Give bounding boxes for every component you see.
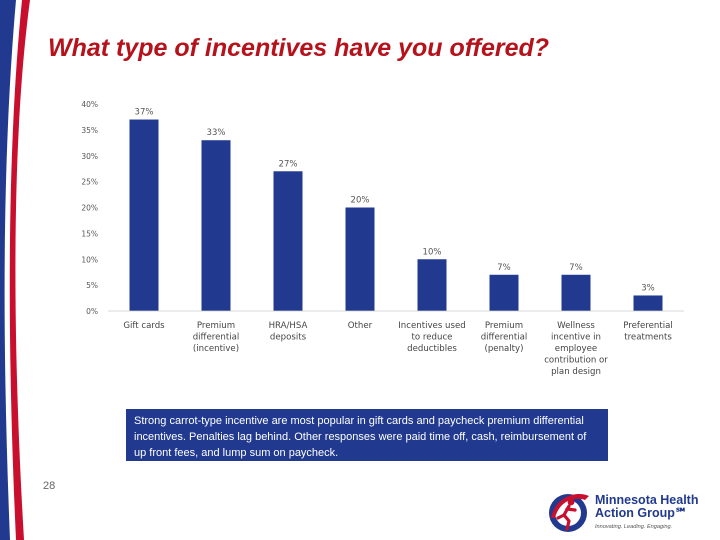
bar — [129, 119, 159, 312]
logo-tagline: Innovating. Leading. Engaging. — [595, 524, 673, 530]
swoosh-blue-band — [0, 0, 16, 540]
y-tick-label: 35% — [81, 126, 98, 135]
logo-name: Minnesota Health Action Group℠ — [595, 493, 699, 520]
data-label: 10% — [423, 247, 442, 257]
data-labels: 37% 33% 27% 20% 10% 7% 7% 3% — [135, 108, 655, 294]
y-tick-label: 0% — [86, 307, 98, 316]
y-tick-label: 15% — [81, 229, 98, 238]
x-tick-label-line: deductibles — [407, 344, 457, 354]
x-tick-label: Premium differential (incentive) — [193, 321, 240, 354]
bar — [345, 207, 375, 311]
slide-title: What type of incentives have you offered… — [48, 34, 550, 62]
data-label: 27% — [279, 159, 298, 169]
x-tick-label-line: plan design — [551, 367, 601, 377]
bar-chart: 0% 5% 10% 15% 20% 25% 30% 35% 40% 37% 33% 27% 20% 10… — [81, 100, 684, 377]
bar — [561, 274, 591, 311]
x-tick-label: Preferential treatments — [623, 321, 672, 343]
x-tick-label-line: treatments — [624, 333, 672, 343]
x-axis: Gift cards Premium differential (incentive)… — [108, 310, 684, 377]
x-tick-label-line: incentive in — [551, 333, 601, 343]
x-tick-label-line: Premium — [485, 321, 523, 331]
x-tick-label-line: to reduce — [412, 333, 453, 343]
bar — [417, 259, 447, 311]
data-label: 7% — [569, 263, 583, 273]
bar — [489, 274, 519, 311]
data-label: 37% — [135, 108, 154, 118]
bar — [201, 140, 231, 311]
x-tick-label-line: employee — [555, 344, 597, 354]
x-tick-label-line: Premium — [197, 321, 235, 331]
data-label: 20% — [351, 196, 370, 206]
x-tick-label: Wellness incentive in employee contribution… — [544, 321, 608, 377]
bar — [633, 295, 663, 311]
minnesota-health-action-group-logo: Minnesota Health Action Group℠ Innovatin… — [545, 488, 715, 536]
x-tick-label-line: contribution or — [544, 356, 608, 366]
page-number: 28 — [43, 480, 56, 492]
x-tick-label-line: Gift cards — [123, 321, 165, 331]
x-tick-label: HRA/HSA deposits — [269, 321, 308, 343]
runner-logo-icon — [549, 494, 589, 532]
y-tick-label: 5% — [86, 281, 98, 290]
x-tick-label-line: Wellness — [557, 321, 595, 331]
x-tick-label-line: Preferential — [623, 321, 672, 331]
left-swoosh-decoration — [0, 0, 30, 540]
x-tick-label-line: HRA/HSA — [269, 321, 308, 331]
x-tick-label: Incentives used to reduce deductibles — [398, 321, 465, 354]
x-tick-label-line: Incentives used — [398, 321, 465, 331]
x-tick-label-line: Other — [348, 321, 373, 331]
y-tick-label: 20% — [81, 204, 98, 213]
x-tick-label-line: differential — [481, 333, 528, 343]
x-tick-label-line: deposits — [270, 333, 307, 343]
bars — [129, 119, 663, 312]
x-tick-label: Premium differential (penalty) — [481, 321, 528, 354]
y-tick-label: 25% — [81, 178, 98, 187]
y-tick-label: 30% — [81, 152, 98, 161]
x-tick-label: Other — [348, 321, 373, 331]
y-axis: 0% 5% 10% 15% 20% 25% 30% 35% 40% — [81, 100, 98, 316]
x-tick-label-line: differential — [193, 333, 240, 343]
x-tick-label-line: (penalty) — [484, 344, 523, 354]
y-tick-label: 40% — [81, 100, 98, 109]
y-tick-label: 10% — [81, 255, 98, 264]
data-label: 3% — [641, 283, 655, 293]
data-label: 7% — [497, 263, 511, 273]
bar — [273, 171, 303, 311]
data-label: 33% — [207, 128, 226, 138]
summary-box: Strong carrot-type incentive are most po… — [126, 409, 608, 461]
summary-text: Strong carrot-type incentive are most po… — [134, 415, 587, 459]
x-tick-label-line: (incentive) — [193, 344, 239, 354]
x-tick-label: Gift cards — [123, 321, 165, 331]
